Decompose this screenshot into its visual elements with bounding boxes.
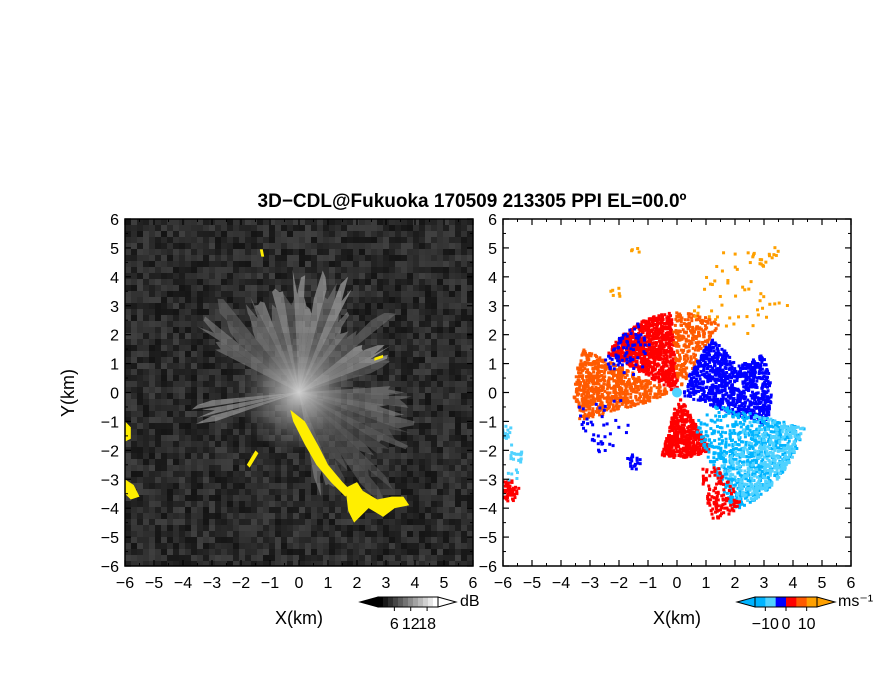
colorbar-low-arrow — [358, 596, 379, 608]
x-tick-label: −1 — [261, 575, 279, 592]
x-tick-label: 6 — [469, 575, 478, 592]
y-tick-label: 1 — [110, 357, 119, 374]
colorbar-segment — [393, 597, 399, 607]
colorbar-segment — [383, 597, 389, 607]
y-tick-label: −6 — [101, 559, 119, 576]
colorbar-frame — [377, 596, 439, 608]
colorbar-high-arrow — [437, 596, 458, 608]
y-tick-label: 0 — [488, 386, 497, 403]
snr-x-axis: −6 −5 −4 −3 −2 −1 0 1 2 3 4 5 6 — [116, 219, 478, 592]
y-tick-label: 6 — [110, 212, 119, 229]
y-tick-label: 2 — [110, 328, 119, 345]
colorbar-segment — [418, 597, 424, 607]
x-tick-label: 3 — [760, 575, 769, 592]
y-tick-label: 4 — [488, 270, 497, 287]
y-tick-label: −2 — [101, 443, 119, 460]
y-tick-label: 5 — [110, 241, 119, 258]
colorbar-segment — [433, 597, 439, 607]
colorbar-segment — [403, 597, 409, 607]
x-tick-label: 2 — [353, 575, 362, 592]
y-tick-label: 3 — [110, 299, 119, 316]
colorbar-unit: ms⁻¹ — [838, 593, 873, 610]
snr-x-axis-title: X(km) — [275, 608, 323, 628]
colorbar-tick-label: 18 — [418, 616, 436, 633]
colorbar-segment — [765, 597, 777, 607]
x-tick-label: 0 — [295, 575, 304, 592]
x-tick-label: 0 — [673, 575, 682, 592]
colorbar-segment — [796, 597, 808, 607]
colorbar-segment — [428, 597, 434, 607]
x-tick-label: 1 — [702, 575, 711, 592]
colorbar-tick-label: 12 — [402, 616, 420, 633]
colorbar-segment — [408, 597, 414, 607]
x-tick-label: −1 — [639, 575, 657, 592]
colorbar-segment — [806, 597, 818, 607]
y-tick-label: −3 — [101, 472, 119, 489]
y-tick-label: 2 — [488, 328, 497, 345]
y-tick-label: 1 — [488, 357, 497, 374]
x-tick-label: 2 — [731, 575, 740, 592]
colorbar-unit: dB — [460, 593, 480, 610]
y-tick-label: −5 — [479, 530, 497, 547]
y-tick-label: 6 — [488, 212, 497, 229]
colorbar-tick-label: −10 — [752, 616, 779, 633]
snr-panel: −6 −5 −4 −3 −2 −1 0 1 2 3 4 5 6 6543210−1−2−3−4−5−6 … — [58, 212, 480, 633]
snr-field — [125, 219, 473, 566]
colorbar-segment — [423, 597, 429, 607]
x-tick-label: 5 — [818, 575, 827, 592]
x-tick-label: 4 — [789, 575, 798, 592]
y-tick-label: 5 — [488, 241, 497, 258]
colorbar-tick-label: 6 — [390, 616, 399, 633]
y-tick-label: −6 — [479, 559, 497, 576]
velocity-y-axis: 6 5 4 3 2 1 0 −1 −2 −3 −4 −5 −6 — [479, 212, 851, 576]
y-tick-label: −1 — [101, 414, 119, 431]
colorbar-segment — [378, 597, 384, 607]
colorbar-segment — [413, 597, 419, 607]
x-tick-label: −5 — [523, 575, 541, 592]
y-tick-label: −4 — [101, 501, 119, 518]
colorbar-tick-label: 10 — [798, 616, 816, 633]
colorbar-segment — [786, 597, 797, 607]
velocity-x-axis: −6 −5 −4 −3 −2 −1 0 1 2 3 4 5 6 — [494, 219, 856, 592]
colorbar-segment — [388, 597, 394, 607]
x-tick-label: −2 — [610, 575, 628, 592]
y-tick-label: 4 — [110, 270, 119, 287]
colorbar-segment — [755, 597, 766, 607]
y-tick-label: 3 — [488, 299, 497, 316]
velocity-colorbar: −10 0 10 ms⁻¹ — [735, 593, 873, 633]
x-tick-label: 6 — [847, 575, 856, 592]
y-tick-label: −4 — [479, 501, 497, 518]
x-tick-label: 1 — [324, 575, 333, 592]
colorbar-segment — [398, 597, 404, 607]
velocity-panel: −6 −5 −4 −3 −2 −1 0 1 2 3 4 5 6 6543210−1−2−3−4−5−6 … — [479, 212, 873, 633]
x-tick-label: −6 — [116, 575, 134, 592]
y-tick-label: −2 — [479, 443, 497, 460]
x-tick-label: −5 — [145, 575, 163, 592]
velocity-x-axis-title: X(km) — [653, 608, 701, 628]
x-tick-label: −4 — [552, 575, 570, 592]
y-tick-label: −1 — [479, 414, 497, 431]
colorbar-low-arrow — [735, 596, 756, 608]
y-tick-label: −5 — [101, 530, 119, 547]
x-tick-label: 5 — [440, 575, 449, 592]
x-tick-label: −4 — [174, 575, 192, 592]
colorbar-high-arrow — [816, 596, 837, 608]
x-tick-label: 3 — [382, 575, 391, 592]
chart-title: 3D−CDL@Fukuoka 170509 213305 PPI EL=00.0… — [258, 191, 687, 212]
snr-y-axis-title: Y(km) — [58, 369, 78, 417]
y-tick-label: 0 — [110, 386, 119, 403]
x-tick-label: −2 — [232, 575, 250, 592]
snr-y-axis: 6 5 4 3 2 1 0 −1 −2 −3 −4 −5 −6 — [101, 212, 473, 576]
colorbar-tick-label: 0 — [782, 616, 791, 633]
x-tick-label: −3 — [203, 575, 221, 592]
x-tick-label: −6 — [494, 575, 512, 592]
x-tick-label: −3 — [581, 575, 599, 592]
x-tick-label: 4 — [411, 575, 420, 592]
y-tick-label: −3 — [479, 472, 497, 489]
velocity-field — [503, 246, 806, 520]
colorbar-segment — [775, 597, 787, 607]
